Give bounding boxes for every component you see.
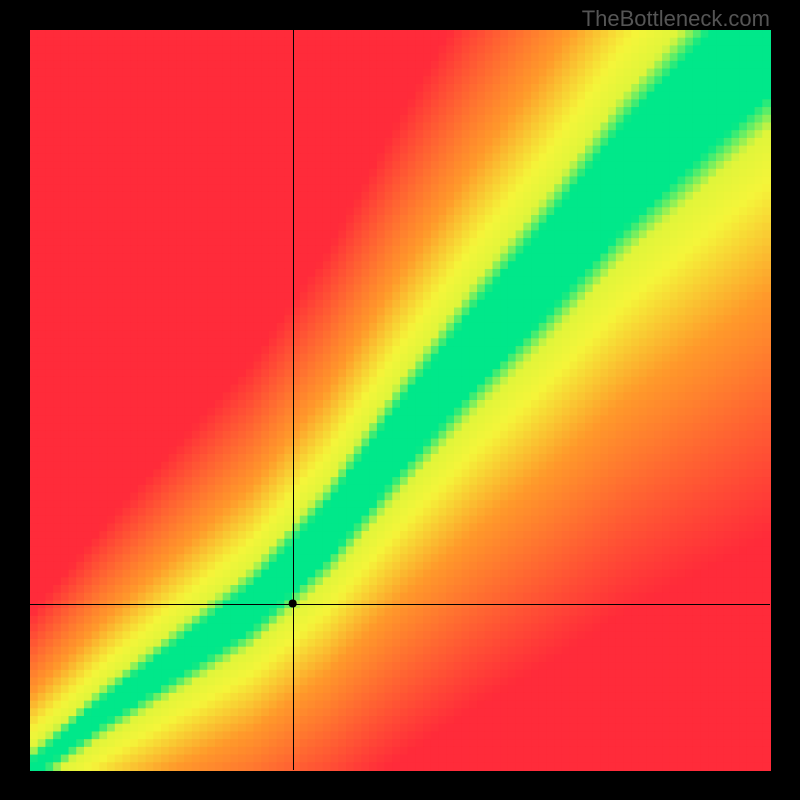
watermark-text: TheBottleneck.com: [582, 6, 770, 32]
heatmap-canvas: [0, 0, 800, 800]
chart-container: TheBottleneck.com: [0, 0, 800, 800]
